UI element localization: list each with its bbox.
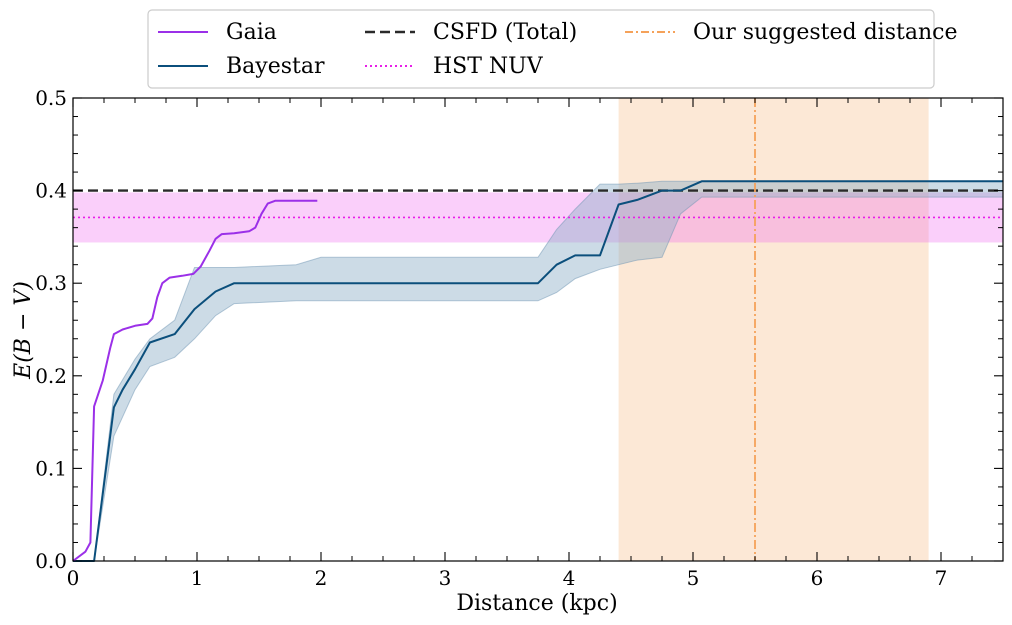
x-axis-title: Distance (kpc) <box>456 591 617 616</box>
ticks-layer <box>72 97 1003 562</box>
x-tick-label: 6 <box>811 566 824 590</box>
legend-label-hst-nuv: HST NUV <box>433 54 544 79</box>
legend-label-suggested-distance: Our suggested distance <box>693 20 957 45</box>
y-tick-label: 0.2 <box>35 364 67 388</box>
x-tick-label: 5 <box>687 566 700 590</box>
x-tick-label: 1 <box>191 566 204 590</box>
legend-label-csfd: CSFD (Total) <box>433 20 577 45</box>
bands-layer <box>73 98 1004 562</box>
y-tick-label: 0.1 <box>35 456 67 480</box>
suggested-distance-band <box>618 98 929 561</box>
y-axis-title: E(B − V) <box>11 281 36 380</box>
legend: Gaia Bayestar CSFD (Total) HST NUV Our s… <box>147 9 957 89</box>
y-tick-label: 0.3 <box>35 271 67 295</box>
series-layer <box>72 98 1003 562</box>
y-tick-label: 0.4 <box>35 179 67 203</box>
legend-label-bayestar: Bayestar <box>226 54 325 79</box>
tick-labels-layer: 0 1 2 3 4 5 6 7 0.0 0.1 0.2 0.3 0.4 0.5 <box>35 86 947 590</box>
y-tick-label: 0.0 <box>35 549 67 573</box>
legend-box <box>147 9 935 89</box>
x-tick-label: 3 <box>439 566 452 590</box>
bayestar-line <box>73 180 1003 562</box>
x-tick-label: 7 <box>935 566 948 590</box>
x-tick-label: 0 <box>67 566 80 590</box>
gaia-line <box>72 199 318 562</box>
x-tick-label: 2 <box>315 566 328 590</box>
x-tick-label: 4 <box>563 566 576 590</box>
y-tick-label: 0.5 <box>35 86 67 110</box>
legend-label-gaia: Gaia <box>226 20 277 45</box>
